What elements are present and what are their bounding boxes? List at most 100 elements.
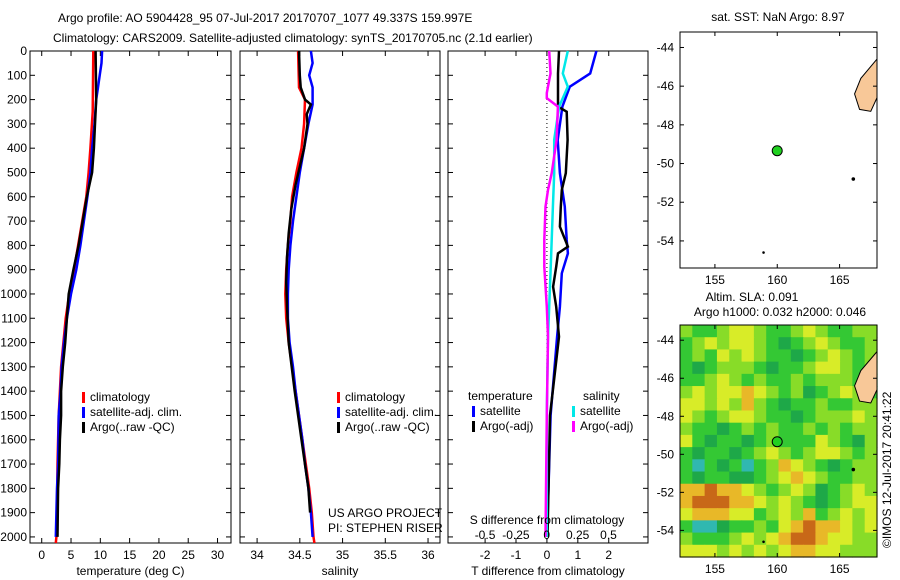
map-frame [679,324,878,558]
profile-line-argo-raw-qc- [284,50,313,513]
y-tick-label: 1000 [0,287,27,301]
sla-cell [790,459,804,473]
x2-tick-label: -0.25 [502,528,530,542]
sla-cell [864,495,878,509]
y-tick-label: 700 [7,214,27,228]
sla-cell [704,532,718,546]
sla-cell [790,349,804,363]
sla-cell [827,483,841,497]
sla-cell [803,373,817,387]
sla-cell [778,459,792,473]
legend-swatch [82,392,85,403]
sla-cell [766,447,780,460]
y-tick-label: 300 [7,117,27,131]
sla-cell [778,361,792,375]
sla-cell [840,520,853,534]
sla-cell [692,471,706,485]
sla-cell [753,337,767,351]
sla-cell [704,349,718,363]
sla-cell [803,386,817,399]
sla-cell [692,544,706,558]
sla-cell [778,495,792,509]
sla-cell [729,398,743,412]
sla-cell [741,544,755,558]
sla-cell [692,532,706,546]
sla-cell [716,398,730,412]
lon-tick-label: 165 [830,273,850,287]
legend-label: satellite-adj. clim. [90,405,182,419]
sla-cell [692,520,706,534]
x2-tick-label: 0.5 [600,528,617,542]
lat-tick-label: -52 [657,485,675,499]
sla-cell [753,459,767,473]
sla-cell [766,410,780,424]
sla-cell [815,544,829,558]
lat-tick-label: -50 [657,157,675,171]
x-tick-label: 0 [544,548,551,562]
sla-cell [716,349,730,363]
sla-cell [803,495,817,509]
sla-cell [815,434,829,448]
lat-tick-label: -46 [657,371,675,385]
legend-swatch [337,407,340,418]
sla-cell [790,508,804,521]
x2-axis-label: S difference from climatology [470,513,625,527]
sla-cell [852,483,866,497]
legend-label: Argo(..raw -QC) [90,420,175,434]
sla-cell [729,373,743,387]
sla-cell [790,520,804,534]
sla-cell [803,434,817,448]
sla-cell [766,483,780,497]
sla-cell [840,483,853,497]
sla-cell [716,325,730,338]
lat-tick-label: -54 [657,523,675,537]
sla-cell [778,398,792,412]
x-tick-label: 25 [182,548,196,562]
sla-cell [803,532,817,546]
plot-frame [447,50,649,544]
sla-cell [827,349,841,363]
sla-cell [692,434,706,448]
credit-line-2: PI: STEPHEN RISER [328,521,443,535]
sla-cell [852,422,866,436]
title-line-2: Climatology: CARS2009. Satellite-adjuste… [53,31,533,45]
sla-cell [704,544,718,558]
sla-cell [753,471,767,485]
sla-cell [852,447,866,460]
sla-cell [815,520,829,534]
x-tick-label: 30 [211,548,225,562]
land-new-zealand [854,57,878,112]
x-tick-label: 20 [152,548,166,562]
sla-cell [864,520,878,534]
sla-cell [803,325,817,338]
sla-cell [852,434,866,448]
sla-cell [827,422,841,436]
sla-cell [803,471,817,485]
sla-cell [827,361,841,375]
sla-cell [766,373,780,387]
sla-cell [815,337,829,351]
y-tick-label: 400 [7,141,27,155]
sla-cell [864,447,878,460]
sla-cell [852,410,866,424]
sla-cell [741,325,755,338]
sla-cell [864,544,878,558]
profile-line-s-argo-adj- [543,50,560,537]
lat-tick-label: -46 [657,79,675,93]
sla-cell [753,434,767,448]
sla-cell [803,483,817,497]
sla-cell [753,398,767,412]
legend-swatch [472,421,475,432]
sla-cell [729,459,743,473]
island-auckland [851,467,856,472]
sla-cell [704,410,718,424]
y-tick-label: 600 [7,190,27,204]
lon-tick-label: 155 [705,273,725,287]
sla-cell [766,337,780,351]
sla-cell [741,349,755,363]
plot-frame [29,50,232,544]
legend-swatch [572,421,575,432]
sla-cell [790,337,804,351]
sla-cell [778,386,792,399]
sla-cell [803,410,817,424]
